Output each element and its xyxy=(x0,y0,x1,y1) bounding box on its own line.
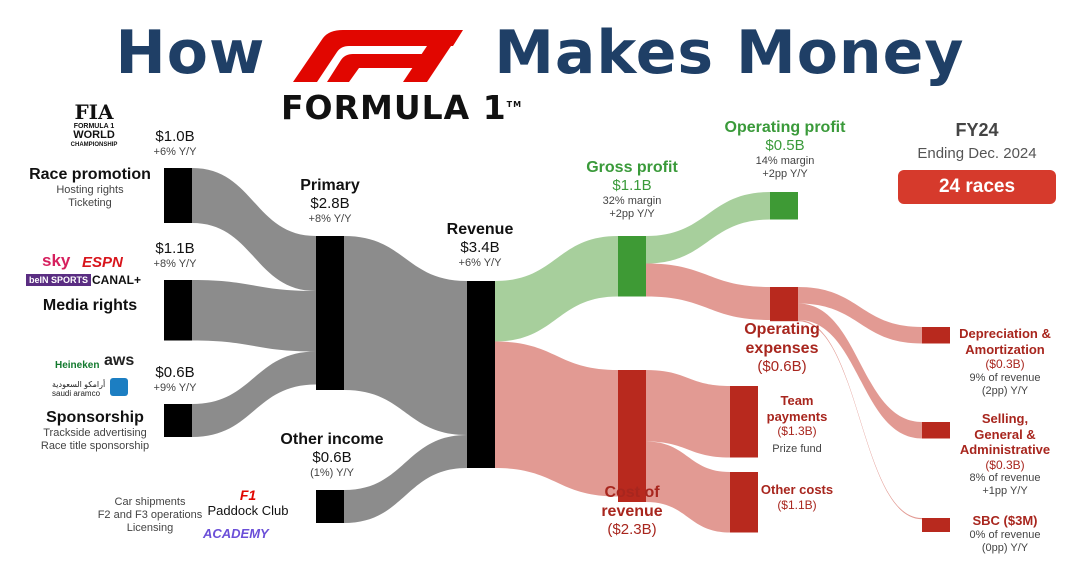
node-other-income xyxy=(316,490,344,523)
flow-primary-to-revenue xyxy=(344,236,467,435)
node-operating-expenses xyxy=(770,287,798,322)
media-rights-label: Media rights xyxy=(42,297,138,314)
node-team-payments xyxy=(730,386,758,458)
primary-label: Primary $2.8B +8% Y/Y xyxy=(300,177,360,226)
sga-label: Selling, General & Administrative ($0.3B… xyxy=(959,411,1051,498)
sbc-label: SBC ($3M) 0% of revenue (0pp) Y/Y xyxy=(969,513,1041,554)
sponsorship-value-label: $0.6B +9% Y/Y xyxy=(153,364,197,394)
node-selling-general-administrative xyxy=(922,422,950,439)
flow-gross-profit-to-operating-profit xyxy=(646,192,770,264)
bein-logo: beIN SPORTS xyxy=(26,274,92,286)
operating-profit-label: Operating profit $0.5B 14% margin +2pp Y… xyxy=(724,119,846,181)
page-title: How Makes Money xyxy=(0,18,1080,88)
node-sponsorship xyxy=(164,404,192,437)
flow-media-rights-to-primary xyxy=(192,280,316,352)
espn-logo: ESPN xyxy=(82,254,123,271)
aws-logo: aws xyxy=(104,352,135,369)
f1-academy-logo: ACADEMY xyxy=(203,526,269,541)
cost-of-revenue-label: Cost of revenue ($2.3B) xyxy=(601,484,663,539)
flow-race-promotion-to-primary xyxy=(192,168,316,291)
flow-operating-expenses-to-depreciation-amortization xyxy=(798,287,922,344)
node-primary xyxy=(316,236,344,390)
gross-profit-label: Gross profit $1.1B 32% margin +2pp Y/Y xyxy=(586,159,678,221)
node-gross-profit xyxy=(618,236,646,297)
paddock-club-logo: F1 Paddock Club xyxy=(207,487,289,518)
race-promotion-value-label: $1.0B +6% Y/Y xyxy=(153,128,197,158)
other-costs-label: Other costs ($1.1B) xyxy=(760,482,834,512)
race-promotion-label: Race promotion Hosting rights Ticketing xyxy=(29,166,151,210)
sky-logo: sky xyxy=(42,251,71,270)
team-payments-label: Team payments ($1.3B) Prize fund xyxy=(766,393,828,455)
aramco-icon xyxy=(110,378,128,396)
flow-cost-of-revenue-to-other-costs xyxy=(646,441,730,533)
title-left: How xyxy=(115,18,266,88)
node-other-costs xyxy=(730,472,758,533)
node-race-promotion xyxy=(164,168,192,223)
flow-operating-expenses-to-selling-general-administrative xyxy=(798,303,922,439)
period-ending-label: Ending Dec. 2024 xyxy=(917,145,1037,162)
races-badge: 24 races xyxy=(898,170,1056,204)
fia-logo: FIA FORMULA 1 WORLD CHAMPIONSHIP xyxy=(70,100,118,148)
f1-logo-icon xyxy=(293,30,463,82)
flow-other-income-to-revenue xyxy=(344,435,467,523)
node-media-rights xyxy=(164,280,192,341)
period-panel: FY24 Ending Dec. 2024 24 races xyxy=(898,120,1056,204)
flow-revenue-to-gross-profit xyxy=(495,236,618,342)
node-cost-of-revenue xyxy=(618,370,646,502)
revenue-label: Revenue $3.4B +6% Y/Y xyxy=(446,221,514,270)
media-rights-value-label: $1.1B +8% Y/Y xyxy=(153,240,197,270)
flow-revenue-to-cost-of-revenue xyxy=(495,341,618,497)
node-depreciation-amortization xyxy=(922,327,950,344)
aramco-logo: أرامكو السعودية saudi aramco xyxy=(52,380,106,398)
operating-expenses-label: Operating expenses ($0.6B) xyxy=(744,321,820,376)
flow-operating-expenses-to-sbc xyxy=(798,320,922,520)
dna-label: Depreciation & Amortization ($0.3B) 9% o… xyxy=(959,326,1051,397)
fiscal-year-label: FY24 xyxy=(955,120,999,140)
formula1-wordmark: FORMULA 1TM xyxy=(281,88,523,127)
flow-cost-of-revenue-to-team-payments xyxy=(646,370,730,458)
other-income-details: Car shipments F2 and F3 operations Licen… xyxy=(97,496,203,535)
heineken-logo: Heineken xyxy=(55,360,100,371)
sponsorship-label: Sponsorship Trackside advertising Race t… xyxy=(40,409,150,453)
other-income-label: Other income $0.6B (1%) Y/Y xyxy=(280,431,384,480)
node-sbc xyxy=(922,518,950,532)
node-operating-profit xyxy=(770,192,798,220)
flow-gross-profit-to-operating-expenses xyxy=(646,263,770,320)
flow-sponsorship-to-primary xyxy=(192,351,316,437)
canal-logo: CANAL+ xyxy=(92,273,142,287)
node-revenue xyxy=(467,281,495,468)
title-right: Makes Money xyxy=(494,18,965,88)
